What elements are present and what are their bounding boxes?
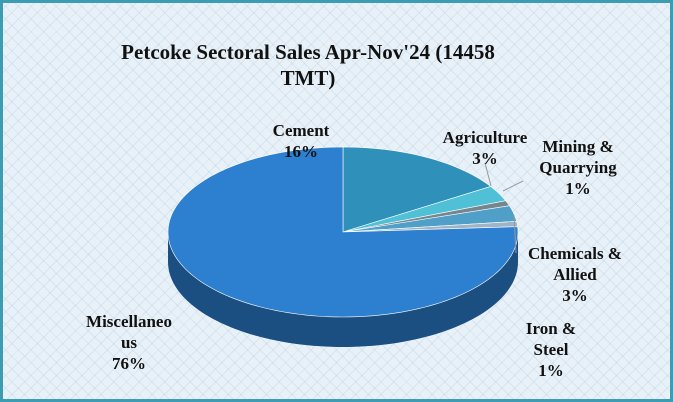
category-label: Miscellaneous — [86, 312, 172, 352]
value-label: 76% — [112, 354, 146, 373]
value-label: 16% — [284, 142, 318, 161]
leader-line — [484, 162, 492, 187]
category-label: Iron & Steel — [525, 319, 577, 359]
pie-area — [167, 146, 524, 347]
category-label: Chemicals & Allied — [528, 244, 622, 284]
category-label: Mining & Quarrying — [539, 137, 617, 177]
data-label: Miscellaneous 76% — [82, 311, 176, 374]
data-label: Iron & Steel 1% — [515, 318, 587, 381]
slice-side — [168, 232, 518, 347]
leader-line — [502, 180, 524, 192]
value-label: 3% — [472, 149, 498, 168]
slice — [342, 205, 518, 233]
data-label: Mining & Quarrying 1% — [528, 136, 628, 199]
chart-title: Petcoke Sectoral Sales Apr-Nov'24 (14458… — [121, 40, 495, 90]
leader-line — [513, 214, 517, 254]
data-label: Cement 16% — [273, 120, 330, 162]
category-label: Cement — [272, 121, 330, 140]
value-label: 1% — [538, 361, 564, 380]
data-label: Chemicals & Allied 3% — [520, 243, 630, 306]
category-label: Agriculture — [442, 128, 528, 147]
slice — [342, 146, 492, 233]
data-label: Agriculture 3% — [443, 127, 528, 169]
value-label: 1% — [565, 179, 591, 198]
slice — [167, 146, 519, 318]
value-label: 3% — [562, 286, 588, 305]
slice — [342, 186, 507, 233]
